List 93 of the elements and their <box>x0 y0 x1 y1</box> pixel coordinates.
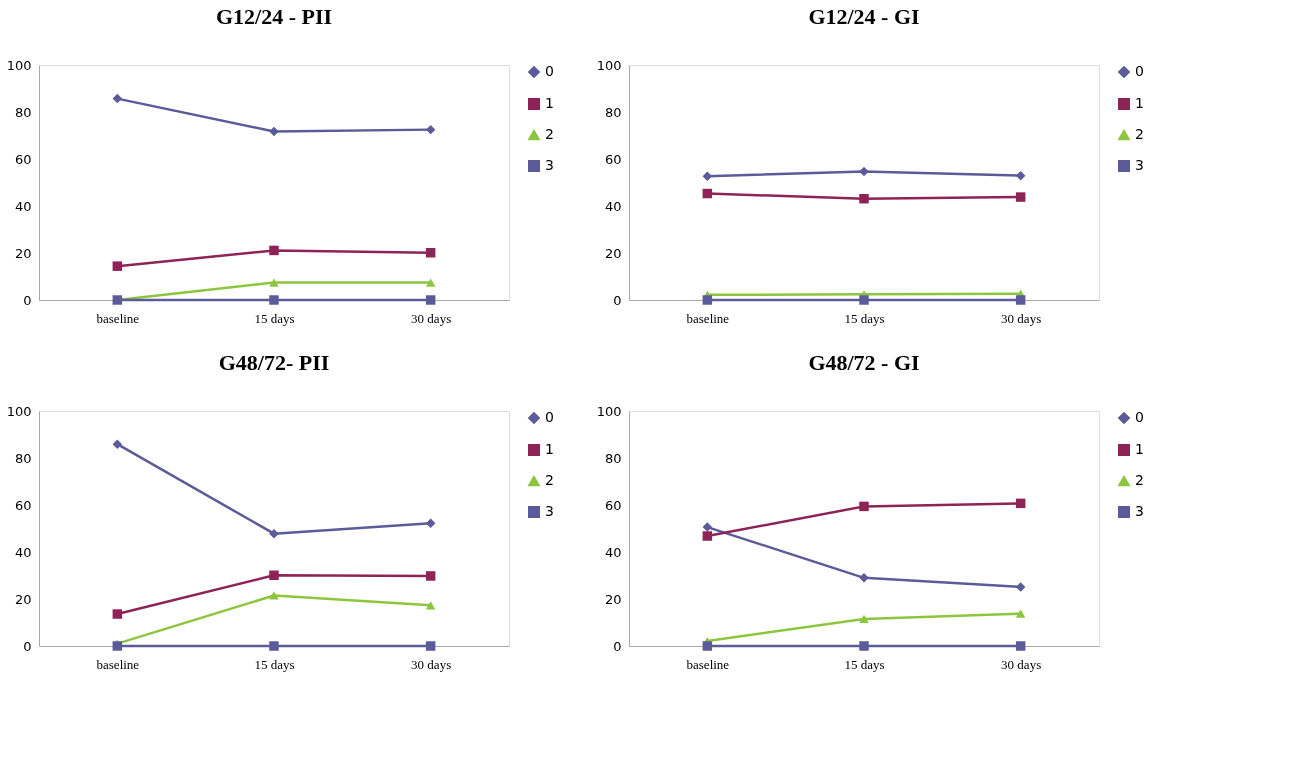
y-tick-label: 0 <box>613 638 622 654</box>
point <box>112 609 123 619</box>
y-tick-label: 20 <box>14 245 32 261</box>
point <box>702 522 713 532</box>
y-tick-label: 40 <box>604 198 622 214</box>
y-tick-label: 60 <box>604 497 622 513</box>
y-tick-label: 100 <box>596 403 622 419</box>
y-tick-label: 0 <box>23 638 32 654</box>
point <box>269 591 279 600</box>
legend-label: 0 <box>1135 409 1144 425</box>
legend-label: 2 <box>545 472 554 488</box>
x-tick-label: baseline <box>686 656 730 672</box>
legend-label: 3 <box>545 503 554 519</box>
y-tick-label: 20 <box>14 591 32 607</box>
x-tick-label: 30 days <box>411 656 452 672</box>
point <box>425 124 436 135</box>
point <box>1015 582 1026 592</box>
point <box>859 614 869 624</box>
point <box>425 641 436 651</box>
point <box>269 245 279 256</box>
legend-label: 0 <box>545 63 554 79</box>
point <box>1015 609 1026 618</box>
legend-label: 2 <box>1135 126 1144 142</box>
chart-title: G48/72 - GI <box>808 350 920 375</box>
y-tick-label: 100 <box>596 57 622 73</box>
legend-label: 0 <box>545 409 554 425</box>
y-tick-label: 60 <box>604 151 622 167</box>
y-tick-label: 20 <box>604 591 622 607</box>
point <box>112 439 123 449</box>
point <box>859 166 869 177</box>
point <box>269 126 279 137</box>
legend-label: 1 <box>545 95 554 111</box>
x-tick-label: 15 days <box>254 310 295 326</box>
point <box>859 501 869 512</box>
point <box>425 571 436 581</box>
legend-label: 2 <box>1135 472 1144 488</box>
legend-label: 3 <box>545 157 554 173</box>
chart-title: G12/24 - PII <box>215 4 333 29</box>
x-tick-label: 30 days <box>1001 310 1042 326</box>
x-tick-label: baseline <box>686 310 730 326</box>
point <box>702 641 713 651</box>
x-tick-label: 15 days <box>844 656 885 672</box>
legend-label: 3 <box>1135 157 1144 173</box>
y-tick-label: 40 <box>14 544 32 560</box>
point <box>1015 170 1026 181</box>
point <box>859 295 869 305</box>
point <box>702 171 713 181</box>
point <box>425 248 436 258</box>
legend-label: 1 <box>1135 95 1144 111</box>
point <box>1015 498 1026 509</box>
legend-label: 0 <box>1135 63 1144 79</box>
x-tick-label: baseline <box>96 656 140 672</box>
point <box>425 601 436 610</box>
x-tick-label: 15 days <box>254 656 295 672</box>
chart-title: G12/24 - GI <box>808 4 920 29</box>
point <box>859 193 869 204</box>
y-tick-label: 80 <box>604 104 622 120</box>
point <box>1015 295 1026 305</box>
y-tick-label: 40 <box>604 544 622 560</box>
legend-label: 3 <box>1135 503 1144 519</box>
x-tick-label: baseline <box>96 310 140 326</box>
y-tick-label: 80 <box>14 450 32 466</box>
y-tick-label: 80 <box>14 104 32 120</box>
y-tick-label: 100 <box>6 403 32 419</box>
chart-title: G48/72- PII <box>218 350 330 375</box>
point <box>859 641 869 651</box>
point <box>425 518 436 529</box>
y-tick-label: 20 <box>604 245 622 261</box>
x-tick-label: 30 days <box>411 310 452 326</box>
point <box>1015 641 1026 651</box>
y-tick-label: 60 <box>14 151 32 167</box>
y-tick-label: 80 <box>604 450 622 466</box>
point <box>425 295 436 305</box>
point <box>702 531 713 541</box>
legend-label: 2 <box>545 126 554 142</box>
y-tick-label: 60 <box>14 497 32 513</box>
point <box>112 93 123 104</box>
point <box>112 261 123 271</box>
x-tick-label: 30 days <box>1001 656 1042 672</box>
y-tick-label: 0 <box>613 292 622 308</box>
point <box>269 570 279 581</box>
y-tick-label: 0 <box>23 292 32 308</box>
x-tick-label: 15 days <box>844 310 885 326</box>
point <box>269 295 279 305</box>
point <box>269 528 279 539</box>
point <box>702 188 713 199</box>
point <box>1015 192 1026 202</box>
y-tick-label: 100 <box>6 57 32 73</box>
legend-label: 1 <box>545 441 554 457</box>
point <box>702 295 713 305</box>
point <box>269 641 279 651</box>
legend-label: 1 <box>1135 441 1144 457</box>
y-tick-label: 40 <box>14 198 32 214</box>
